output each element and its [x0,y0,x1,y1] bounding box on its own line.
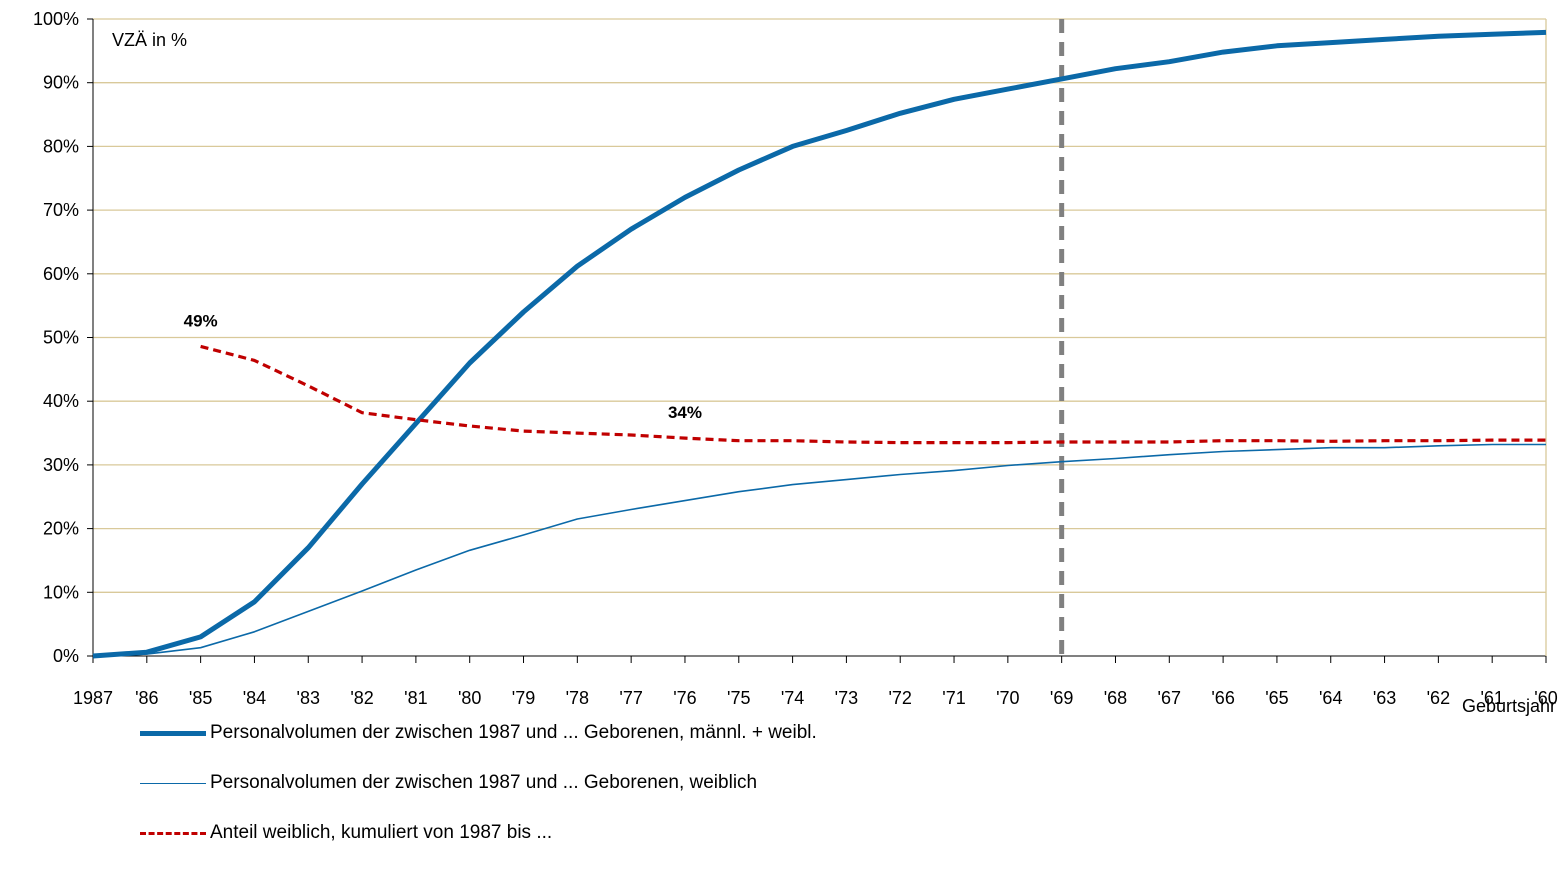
y-tick-label: 50% [43,328,79,348]
legend-swatch-thick [140,730,206,736]
x-axis-ticks: 1987 '86 '85 '84 '83 '82 '81 '80 '79 '78 '77 '76 '75… [73,656,1558,708]
x-tick-label: '81 [404,688,427,708]
legend-label-share: Anteil weiblich, kumuliert von 1987 bis … [210,822,553,843]
x-tick-label: '65 [1265,688,1288,708]
x-tick-label: '74 [781,688,804,708]
y-tick-label: 100% [33,9,79,29]
x-tick-label: '72 [888,688,911,708]
x-tick-label: '63 [1373,688,1396,708]
y-tick-label: 90% [43,73,79,93]
x-tick-label: '60 [1534,688,1557,708]
series-line-2 [200,344,1546,445]
series-line-0 [92,29,1547,659]
x-tick-label: '69 [1050,688,1073,708]
y-tick-label: 10% [43,582,79,602]
x-tick-label: '83 [297,688,320,708]
x-tick-label: '68 [1104,688,1127,708]
x-tick-label: '66 [1211,688,1234,708]
legend-label-total: Personalvolumen der zwischen 1987 und ..… [210,722,817,743]
legend-item-share: Anteil weiblich, kumuliert von 1987 bis … [140,822,552,844]
series-lines [92,29,1547,659]
y-tick-label: 30% [43,455,79,475]
legend-swatch-dashed [140,831,206,835]
y-tick-label: 60% [43,264,79,284]
data-label: 34% [668,403,702,422]
x-tick-label: '78 [566,688,589,708]
x-tick-label: '75 [727,688,750,708]
x-tick-label: '80 [458,688,481,708]
x-tick-label: '85 [189,688,212,708]
y-tick-label: 70% [43,200,79,220]
y-tick-label: 0% [53,646,79,666]
gridlines [93,18,1546,593]
x-tick-label: '86 [135,688,158,708]
annotations: 49% 34% [184,311,702,422]
x-tick-label: '67 [1158,688,1181,708]
x-tick-label: '71 [942,688,965,708]
x-tick-label: '76 [673,688,696,708]
data-label: 49% [184,311,218,330]
legend-swatch-thin [140,782,206,784]
x-tick-label: '70 [996,688,1019,708]
x-tick-label: '82 [350,688,373,708]
unit-label: VZÄ in % [112,30,187,50]
x-tick-label: '61 [1480,688,1503,708]
x-tick-label: 1987 [73,688,113,708]
axes [92,19,1547,657]
legend-item-total: Personalvolumen der zwischen 1987 und ..… [140,722,817,744]
series-line-1 [92,443,1546,657]
x-tick-label: '79 [512,688,535,708]
y-axis-ticks: 0% 10% 20% 30% 40% 50% 60% 70% 80% 90% 100% [33,9,93,666]
legend-label-female: Personalvolumen der zwischen 1987 und ..… [210,772,758,793]
legend-item-female: Personalvolumen der zwischen 1987 und ..… [140,772,757,794]
x-tick-label: '62 [1427,688,1450,708]
x-axis-title: Geburtsjahr [1462,696,1556,716]
x-tick-label: '73 [835,688,858,708]
x-tick-label: '77 [619,688,642,708]
x-tick-label: '64 [1319,688,1342,708]
y-tick-label: 20% [43,519,79,539]
y-tick-label: 80% [43,136,79,156]
y-tick-label: 40% [43,391,79,411]
x-tick-label: '84 [243,688,266,708]
